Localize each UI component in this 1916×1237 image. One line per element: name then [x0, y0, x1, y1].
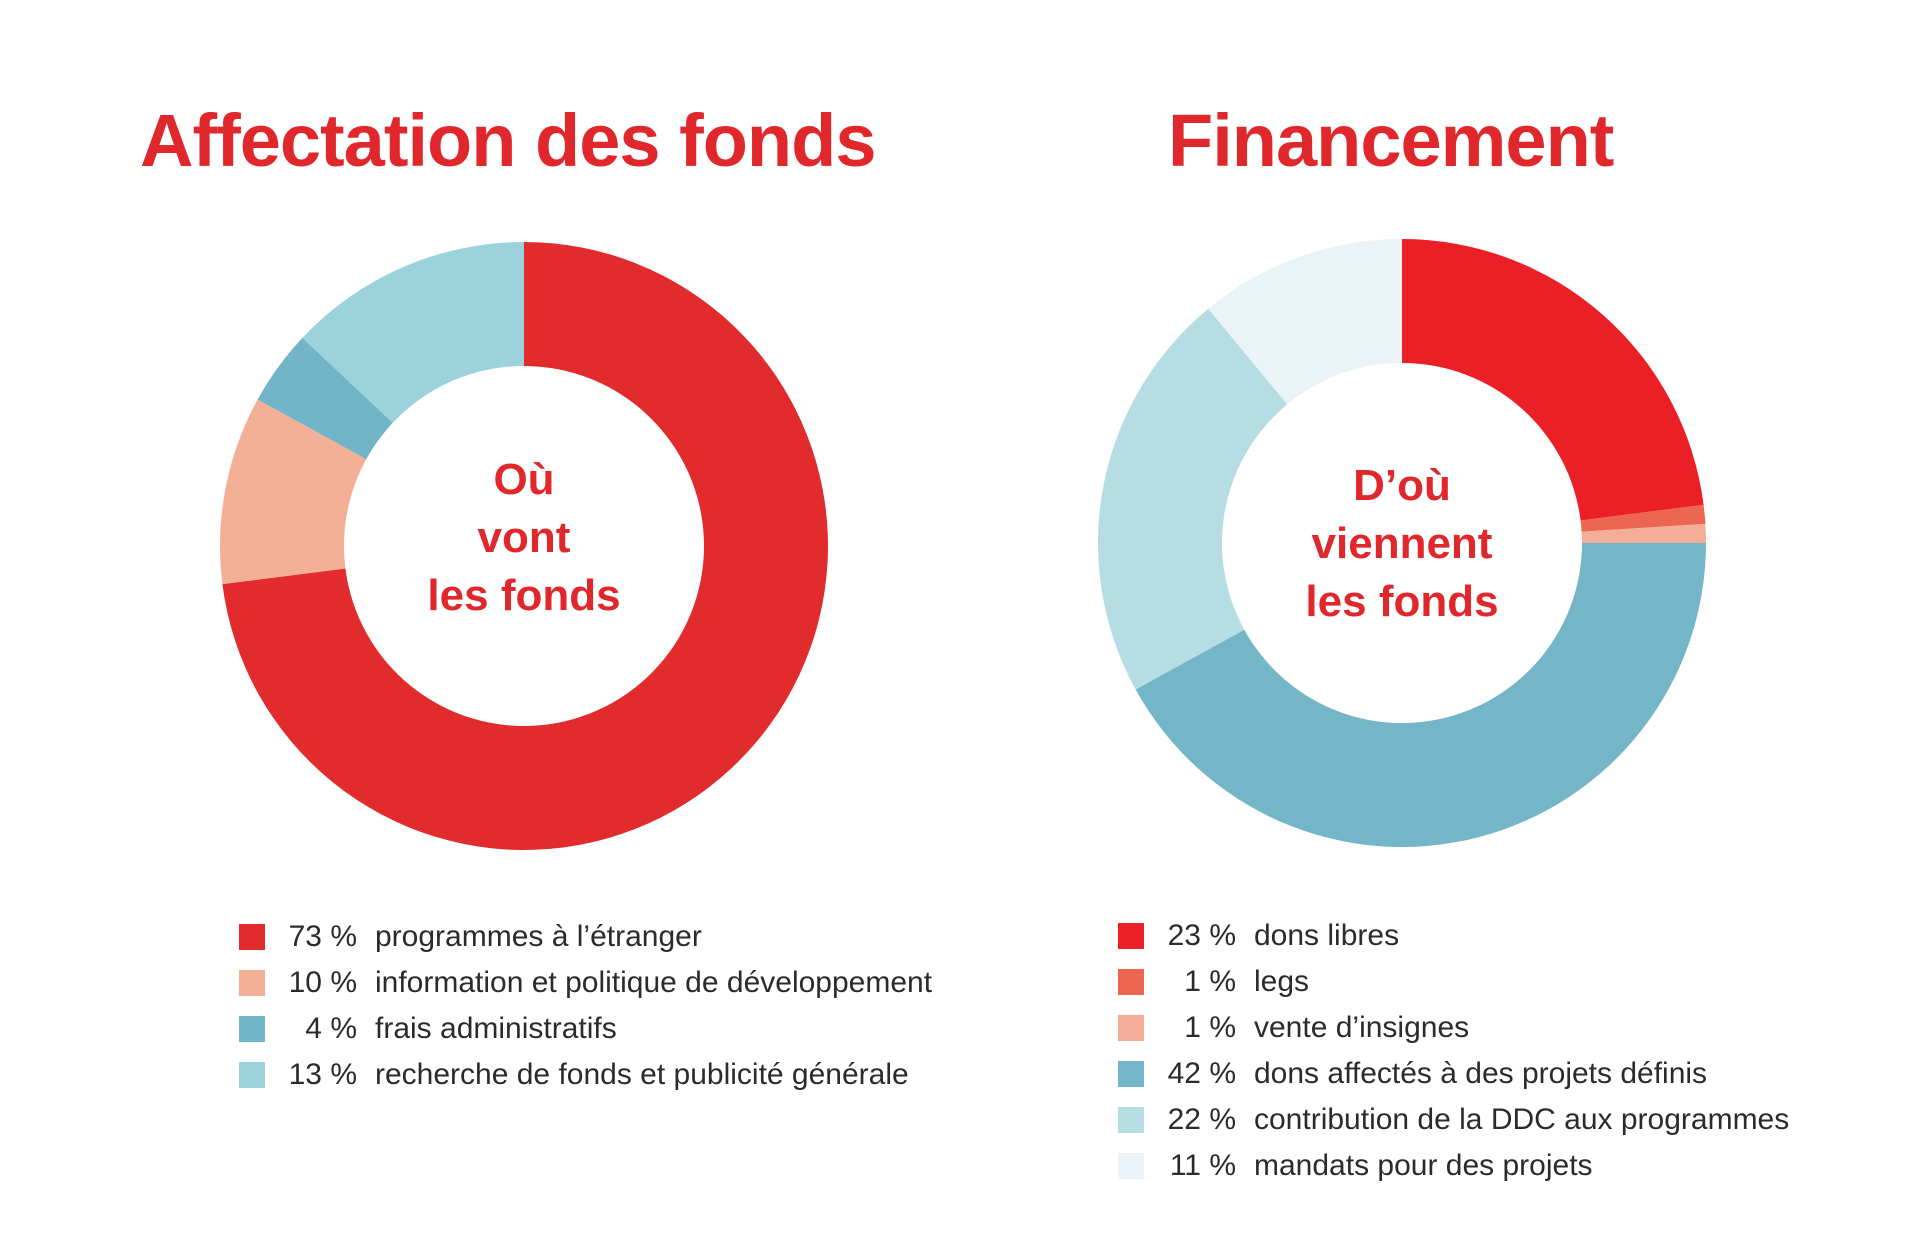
legend-percent: 13 %	[288, 1058, 357, 1091]
donut-chart-financement	[1098, 239, 1706, 848]
pie-slice	[302, 242, 524, 423]
pie-slice	[1581, 523, 1706, 543]
center-label-line: Où	[493, 455, 555, 504]
legend-percent: 4 %	[305, 1012, 357, 1045]
legend-swatch	[239, 1016, 265, 1042]
center-label-line: les fonds	[427, 571, 621, 620]
legend-label: frais administratifs	[375, 1012, 617, 1045]
legend-label: legs	[1254, 965, 1310, 998]
legend-label: dons affectés à des projets définis	[1254, 1057, 1708, 1090]
legend-swatch	[239, 924, 265, 950]
legend-swatch	[1118, 1061, 1144, 1087]
legend-swatch	[239, 970, 265, 996]
legend-label: contribution de la DDC aux programmes	[1254, 1103, 1790, 1136]
legend-label: dons libres	[1254, 919, 1400, 952]
legend-label: mandats pour des projets	[1254, 1149, 1593, 1182]
legend-swatch	[1118, 969, 1144, 995]
legend-percent: 23 %	[1167, 919, 1236, 952]
legend-percent: 73 %	[288, 920, 357, 953]
legend-label: programmes à l’étranger	[375, 920, 702, 953]
pie-slice	[1208, 239, 1402, 405]
center-label-line: vont	[477, 513, 571, 562]
pie-slice	[1580, 504, 1706, 532]
legend-swatch	[1118, 1107, 1144, 1133]
chart-legend: 23 % dons libres 1 % legs 1 % vente d’in…	[1118, 913, 1789, 1189]
pie-slice	[257, 337, 393, 460]
center-label-line: D’où	[1353, 461, 1451, 510]
legend-label: information et politique de développemen…	[375, 966, 933, 999]
legend-item: 10 % information et politique de dévelop…	[239, 960, 932, 1006]
legend-swatch	[1118, 923, 1144, 949]
pie-slice	[1402, 239, 1704, 521]
legend-item: 22 % contribution de la DDC aux programm…	[1118, 1097, 1789, 1143]
legend-swatch	[1118, 1015, 1144, 1041]
legend-label: recherche de fonds et publicité générale	[375, 1058, 909, 1091]
legend-item: 13 % recherche de fonds et publicité gén…	[239, 1052, 932, 1098]
legend-item: 42 % dons affectés à des projets définis	[1118, 1051, 1789, 1097]
legend-percent: 11 %	[1169, 1149, 1236, 1182]
legend-percent: 1 %	[1184, 965, 1236, 998]
pie-slice	[220, 399, 367, 585]
panel-financement: Financement D’où viennent les fonds 23 %…	[958, 0, 1916, 1237]
chart-title: Financement	[1168, 99, 1614, 182]
donut-chart-affectation	[220, 242, 829, 850]
legend-item: 23 % dons libres	[1118, 913, 1789, 959]
legend-item: 4 % frais administratifs	[239, 1006, 932, 1052]
center-label-line: les fonds	[1305, 577, 1499, 626]
legend-item: 1 % legs	[1118, 959, 1789, 1005]
pie-slice	[1098, 308, 1288, 690]
donut-center-label: D’où viennent les fonds	[1252, 457, 1552, 631]
legend-percent: 10 %	[288, 966, 357, 999]
pie-slice	[1135, 543, 1706, 848]
legend-percent: 1 %	[1184, 1011, 1236, 1044]
chart-title: Affectation des fonds	[140, 99, 876, 182]
chart-legend: 73 % programmes à l’étranger 10 % inform…	[239, 914, 932, 1098]
legend-item: 11 % mandats pour des projets	[1118, 1143, 1789, 1189]
legend-label: vente d’insignes	[1254, 1011, 1470, 1044]
panel-affectation: Affectation des fonds Où vont les fonds …	[140, 99, 932, 1098]
legend-percent: 42 %	[1167, 1057, 1236, 1090]
legend-swatch	[1118, 1153, 1144, 1179]
legend-swatch	[239, 1062, 265, 1088]
legend-item: 73 % programmes à l’étranger	[239, 914, 932, 960]
center-label-line: viennent	[1311, 519, 1493, 568]
pie-slice	[222, 242, 829, 850]
legend-percent: 22 %	[1167, 1103, 1236, 1136]
donut-center-label: Où vont les fonds	[374, 451, 674, 625]
legend-item: 1 % vente d’insignes	[1118, 1005, 1789, 1051]
